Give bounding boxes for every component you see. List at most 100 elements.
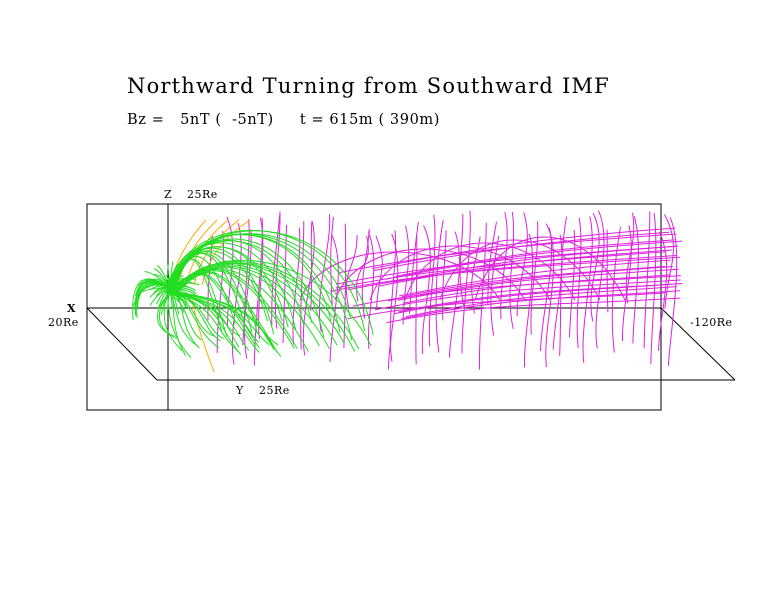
- closed-field-line: [175, 233, 352, 320]
- y-extent-label: 25Re: [259, 384, 290, 397]
- open-field-line: [448, 231, 460, 358]
- tail-field-line: [401, 265, 666, 298]
- closed-field-line: [169, 261, 174, 289]
- closed-field-line: [165, 291, 240, 348]
- closed-field-line: [144, 270, 171, 289]
- closed-field-line: [173, 230, 374, 336]
- open-field-line: [664, 214, 674, 309]
- open-field-line: [369, 245, 551, 301]
- closed-field-line: [166, 262, 171, 289]
- closed-field-line: [174, 234, 341, 333]
- open-field-line: [415, 234, 418, 365]
- open-field-line: [478, 222, 487, 370]
- open-field-line: [231, 222, 242, 365]
- closed-field-line: [173, 233, 353, 341]
- open-field-line: [404, 242, 576, 301]
- tail-field-line: [372, 227, 676, 270]
- closed-field-line: [166, 291, 192, 359]
- open-field-line: [643, 211, 651, 349]
- tail-field-line: [330, 256, 681, 292]
- closed-field-line: [173, 263, 345, 344]
- open-field-line: [375, 235, 383, 310]
- x-far-label: -120Re: [690, 316, 733, 329]
- tail-field-line: [347, 254, 677, 291]
- open-field-line: [667, 217, 678, 366]
- open-field-line: [439, 239, 601, 301]
- tail-field-line: [405, 286, 677, 318]
- closed-field-line: [160, 287, 171, 316]
- open-field-line: [428, 214, 436, 347]
- closed-field-line: [168, 291, 220, 349]
- open-field-line: [590, 213, 600, 322]
- closed-field-line: [168, 291, 270, 346]
- closed-field-line: [157, 265, 171, 289]
- open-field-line: [302, 220, 315, 356]
- open-field-line: [271, 211, 281, 326]
- open-field-line: [490, 235, 500, 336]
- closed-field-line: [149, 287, 171, 306]
- closed-field-line: [174, 268, 298, 349]
- open-field-line: [582, 216, 593, 363]
- open-field-line: [459, 213, 465, 306]
- tail-field-line: [338, 233, 677, 274]
- closed-field-line: [177, 265, 330, 349]
- open-field-line: [461, 210, 471, 354]
- open-field-line: [389, 230, 397, 362]
- x-near-label: 20Re: [48, 316, 79, 329]
- closed-field-lines: [132, 229, 374, 359]
- tail-field-line: [385, 240, 683, 280]
- open-field-line: [343, 223, 347, 349]
- open-field-line: [622, 225, 632, 342]
- x-axis-label: X: [67, 302, 77, 315]
- equatorial-plane-left-edge: [86, 307, 158, 381]
- open-field-line: [421, 225, 431, 355]
- tail-field-line: [374, 279, 681, 311]
- tail-field-line: [347, 292, 666, 320]
- open-field-line: [408, 221, 419, 314]
- closed-field-line: [167, 291, 250, 351]
- open-field-line: [253, 218, 263, 366]
- open-field-line: [576, 217, 582, 349]
- open-field-lines: [207, 210, 683, 370]
- figure-parameters: Bz = 5nT ( -5nT) t = 615m ( 390m): [127, 112, 441, 128]
- closed-field-line: [157, 287, 171, 310]
- cusp-field-line: [191, 299, 215, 373]
- open-field-line: [345, 235, 358, 309]
- open-field-line: [361, 228, 370, 319]
- open-field-line: [367, 231, 375, 350]
- z-extent-label: 25Re: [187, 188, 218, 201]
- closed-field-line: [169, 287, 180, 315]
- y-axis-label: Y: [236, 384, 244, 397]
- open-field-line: [625, 212, 635, 304]
- closed-field-line: [167, 291, 260, 353]
- closed-field-line: [169, 282, 200, 289]
- tail-field-line: [335, 251, 667, 289]
- open-field-line: [442, 230, 447, 321]
- open-field-line: [474, 236, 626, 301]
- open-field-line: [569, 229, 576, 338]
- tail-field-line: [387, 266, 673, 302]
- figure-title: Northward Turning from Southward IMF: [127, 74, 610, 98]
- open-field-line: [524, 233, 534, 368]
- open-field-line: [330, 216, 334, 306]
- open-field-line: [300, 221, 305, 350]
- tail-field-line: [386, 297, 681, 324]
- closed-field-line: [132, 278, 171, 321]
- closed-field-line: [168, 291, 197, 346]
- z-axis-label: Z: [164, 188, 173, 201]
- closed-field-line: [174, 291, 282, 357]
- open-field-line: [657, 231, 668, 351]
- closed-field-line: [165, 291, 202, 341]
- cusp-field-line: [201, 219, 251, 286]
- open-field-line: [595, 210, 605, 349]
- open-field-line: [435, 220, 444, 353]
- closed-field-line: [165, 291, 239, 353]
- open-field-line: [650, 212, 657, 365]
- open-field-line: [329, 234, 339, 362]
- open-field-line: [509, 212, 515, 330]
- closed-field-line: [172, 259, 372, 347]
- tail-field-line: [395, 239, 675, 277]
- closed-field-line: [169, 287, 185, 313]
